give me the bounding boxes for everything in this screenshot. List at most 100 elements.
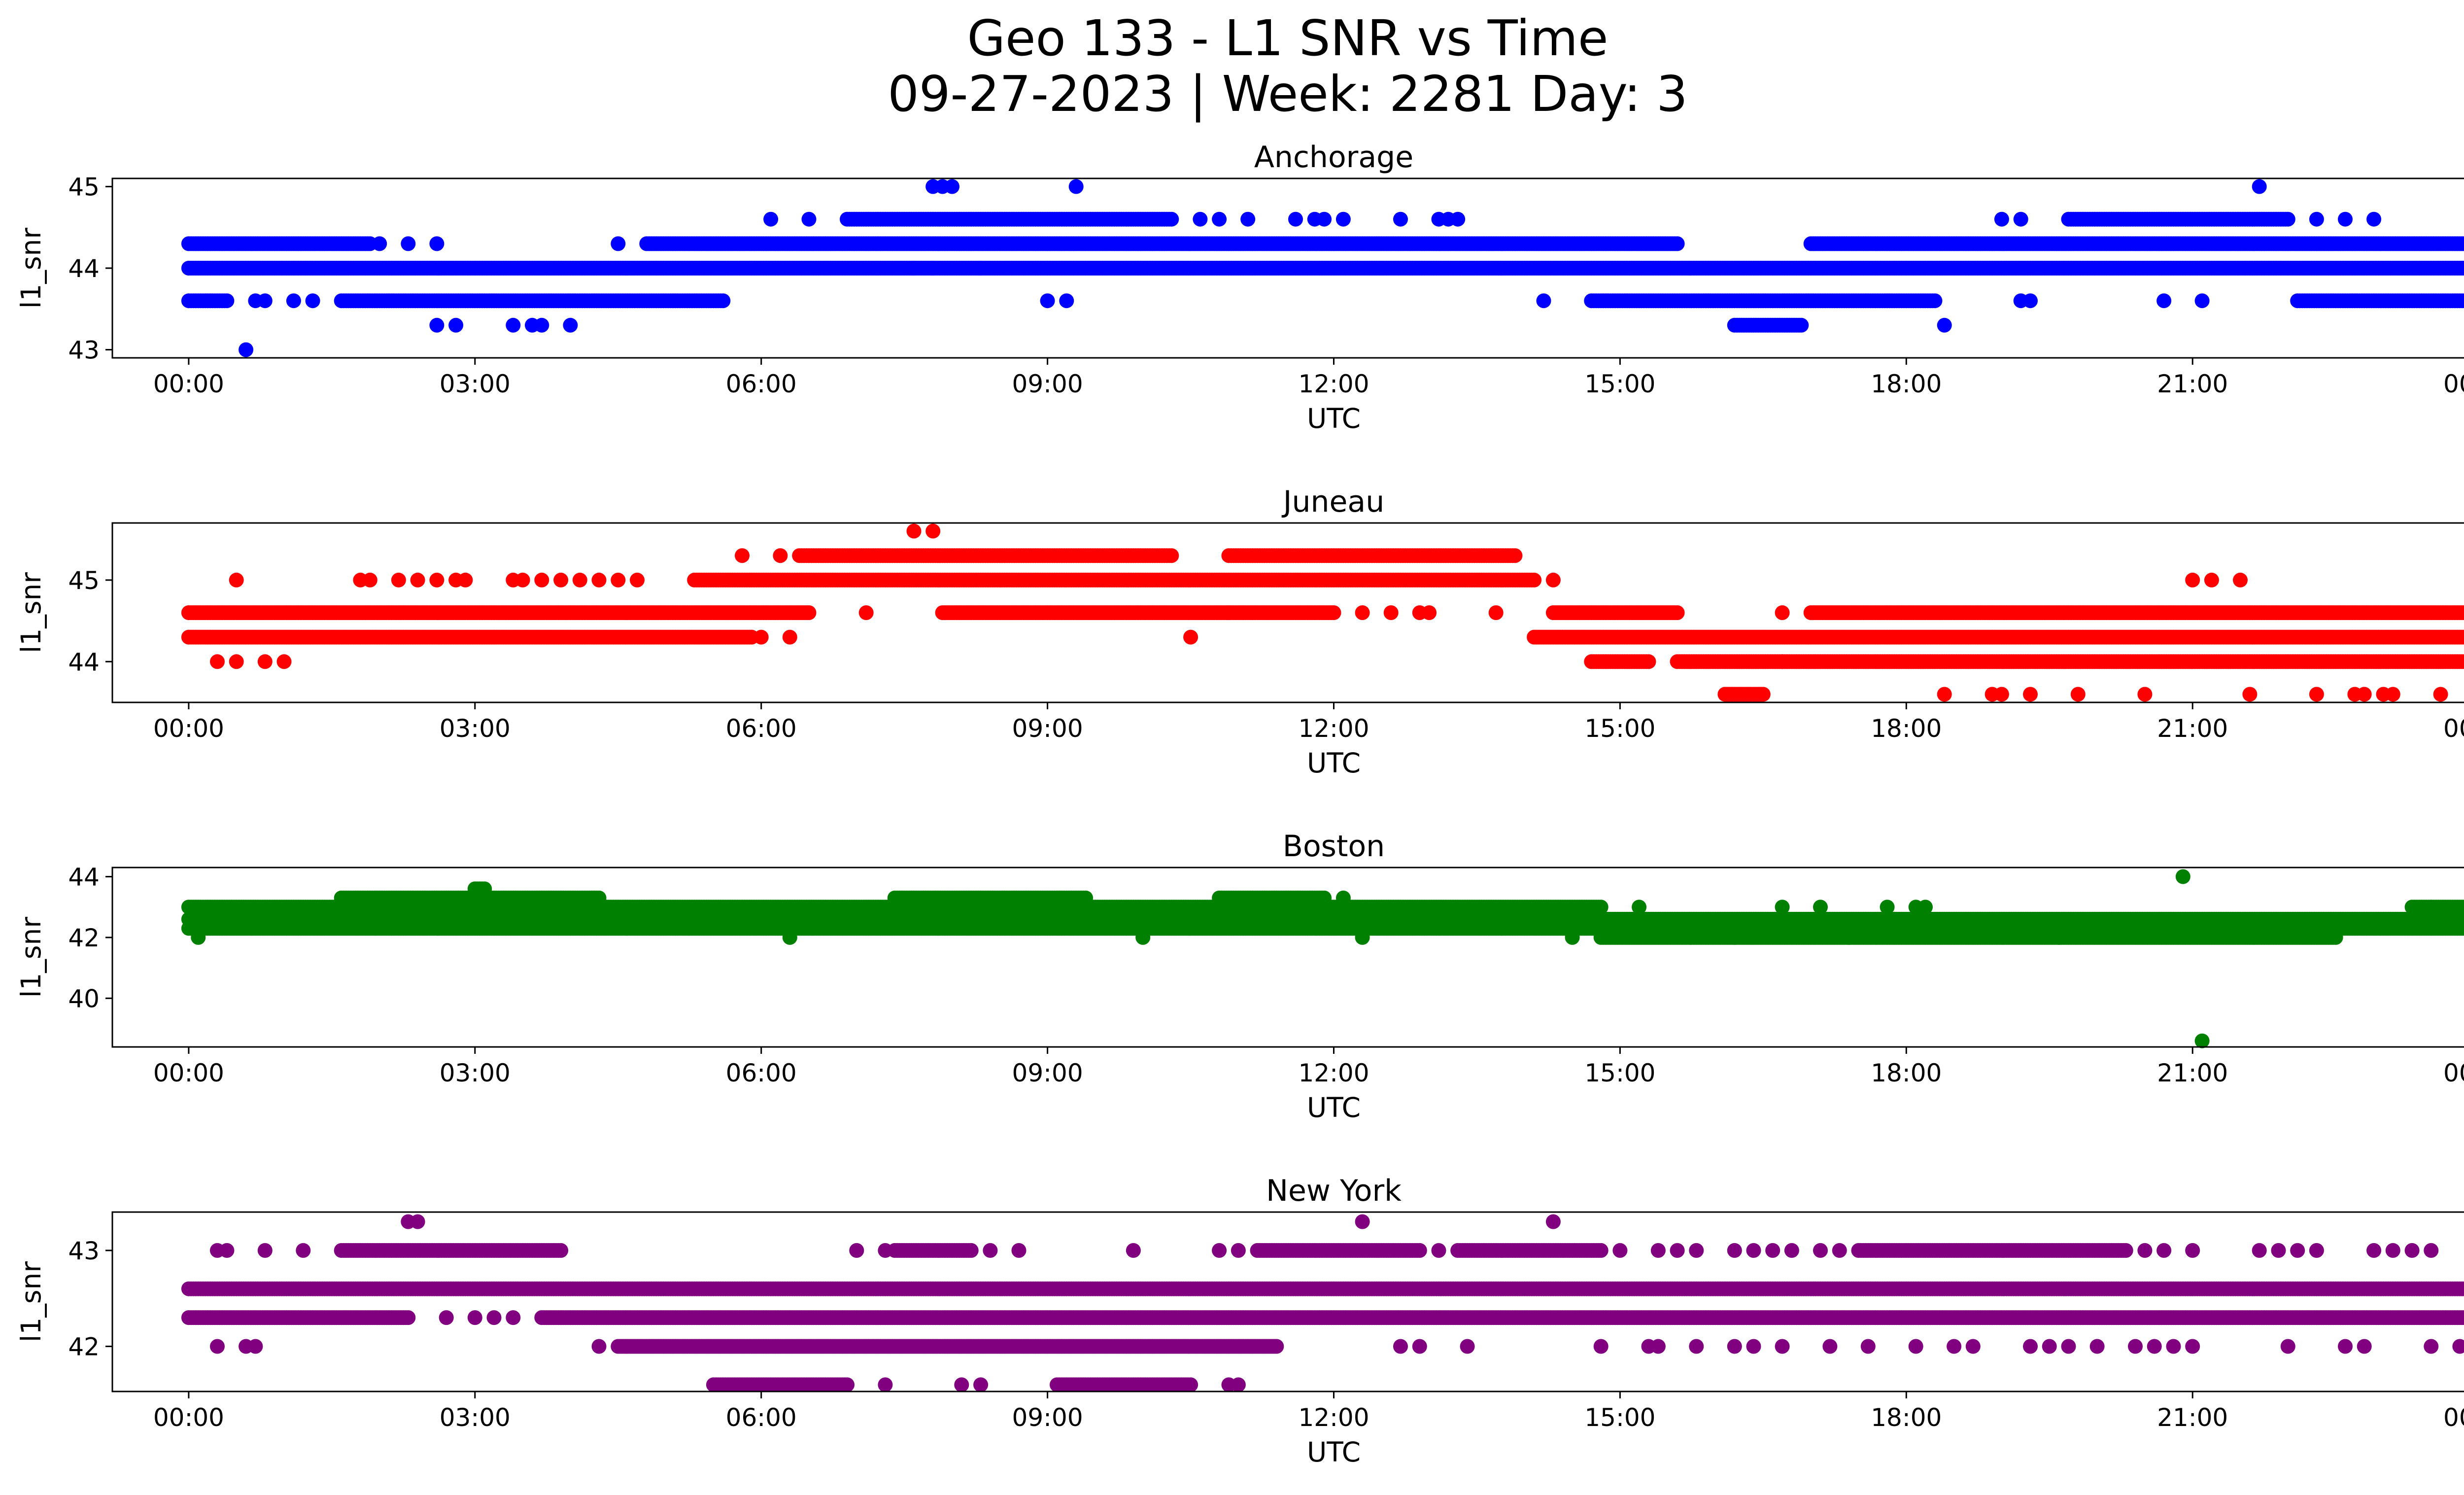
data-point	[801, 605, 817, 620]
x-tick-label: 00:00	[153, 370, 224, 398]
data-point	[1059, 293, 1074, 309]
data-point	[2023, 687, 2038, 702]
data-point	[611, 236, 626, 251]
x-tick-label: 06:00	[726, 714, 797, 743]
x-tick-label: 18:00	[1871, 370, 1942, 398]
data-point	[239, 342, 254, 357]
data-point	[563, 317, 578, 333]
data-point	[1670, 605, 1685, 620]
data-point	[1755, 687, 1771, 702]
data-point	[572, 572, 587, 588]
data-point	[1670, 236, 1685, 251]
data-point	[2309, 211, 2324, 227]
data-point	[2185, 572, 2200, 588]
data-point	[2194, 293, 2210, 309]
data-point	[630, 572, 645, 588]
x-tick-label: 00:00	[2443, 370, 2464, 398]
data-point	[1775, 654, 1790, 669]
data-point	[858, 605, 874, 620]
data-point	[591, 572, 607, 588]
data-point	[1994, 687, 2009, 702]
data-point	[1641, 654, 1656, 669]
data-point	[906, 523, 922, 539]
y-tick-label: 45	[68, 173, 100, 202]
data-point	[2137, 687, 2153, 702]
x-tick-label: 12:00	[1298, 714, 1369, 743]
data-point	[1383, 605, 1399, 620]
x-tick-label: 18:00	[1871, 714, 1942, 743]
y-axis-label: l1_snr	[15, 228, 47, 309]
data-point	[1422, 605, 1437, 620]
data-point	[735, 548, 750, 563]
data-point	[1164, 211, 1179, 227]
data-point	[286, 293, 301, 309]
data-point	[1335, 211, 1351, 227]
x-tick-label: 03:00	[440, 370, 511, 398]
data-point	[534, 317, 549, 333]
data-point	[1068, 179, 1084, 194]
data-point	[2242, 687, 2258, 702]
x-tick-label: 00:00	[153, 714, 224, 743]
data-point	[2309, 687, 2324, 702]
data-point	[1212, 211, 1227, 227]
x-tick-label: 00:00	[2443, 714, 2464, 743]
x-axis-label: UTC	[1307, 747, 1361, 779]
y-tick-label: 45	[68, 566, 100, 595]
data-point	[1794, 317, 1809, 333]
data-point	[716, 293, 731, 309]
data-point	[2280, 211, 2295, 227]
data-point	[2462, 263, 2464, 274]
data-point	[553, 572, 569, 588]
data-point	[773, 548, 788, 563]
data-point	[276, 654, 292, 669]
data-point	[1164, 548, 1179, 563]
data-points	[181, 179, 2464, 357]
data-point	[1355, 605, 1370, 620]
data-point	[2156, 293, 2172, 309]
data-point	[753, 629, 769, 645]
y-tick-label: 44	[68, 254, 100, 283]
data-point	[1488, 605, 1504, 620]
x-axis-label: UTC	[1307, 403, 1361, 434]
data-point	[2338, 211, 2353, 227]
panel-title: Juneau	[1281, 485, 1384, 519]
y-axis-label: l1_snr	[15, 572, 47, 653]
data-point	[229, 572, 244, 588]
data-point	[1527, 572, 1542, 588]
data-point	[2357, 687, 2372, 702]
data-point	[782, 629, 797, 645]
x-tick-label: 12:00	[1298, 370, 1369, 398]
data-point	[2433, 687, 2448, 702]
data-point	[506, 317, 521, 333]
panel-title: Boston	[1283, 829, 1385, 864]
y-tick-label: 44	[68, 648, 100, 676]
data-point	[1927, 293, 1943, 309]
data-point	[458, 572, 473, 588]
data-point	[219, 293, 235, 309]
data-point	[1775, 605, 1790, 620]
data-point	[1937, 687, 1952, 702]
data-point	[2013, 211, 2028, 227]
data-point	[763, 211, 779, 227]
data-point	[1450, 211, 1466, 227]
data-point	[2233, 572, 2248, 588]
data-point	[410, 572, 425, 588]
x-tick-label: 15:00	[1584, 714, 1655, 743]
x-tick-label: 21:00	[2157, 370, 2228, 398]
data-point	[429, 236, 445, 251]
data-point	[801, 211, 817, 227]
y-tick-label: 43	[68, 336, 100, 364]
data-point	[2366, 211, 2382, 227]
x-tick-label: 21:00	[2157, 714, 2228, 743]
data-point	[257, 293, 273, 309]
data-point	[1507, 548, 1523, 563]
x-tick-label: 09:00	[1012, 714, 1083, 743]
data-point	[1545, 572, 1561, 588]
data-point	[1317, 211, 1332, 227]
data-point	[391, 572, 406, 588]
data-point	[925, 523, 941, 539]
data-point	[305, 293, 320, 309]
data-point	[1393, 211, 1408, 227]
data-point	[945, 179, 959, 194]
